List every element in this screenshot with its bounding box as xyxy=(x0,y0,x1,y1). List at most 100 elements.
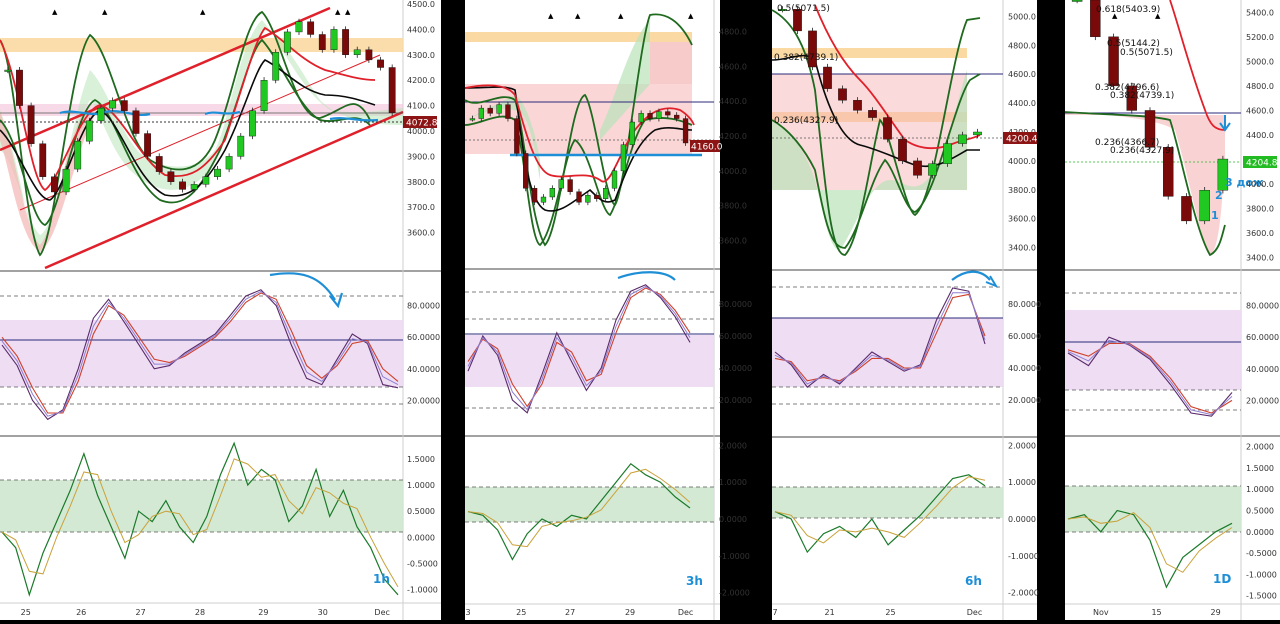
candle-body xyxy=(868,110,877,118)
candle-body xyxy=(307,21,315,35)
candle-body xyxy=(898,139,907,162)
stoch-zone xyxy=(465,335,714,387)
channel-upper xyxy=(0,6,331,152)
candle-body xyxy=(155,156,163,172)
envelope-lower xyxy=(1064,111,1226,257)
time-tick-label: 30 xyxy=(318,608,328,617)
stoch-axis: 80.0000 60.0000 40.0000 20.0000 xyxy=(407,302,440,406)
last-price-text: 4204.8 xyxy=(1246,159,1278,169)
candle-body xyxy=(16,69,23,106)
cloud-green xyxy=(600,20,650,140)
time-tick-label: 7 xyxy=(772,608,777,617)
time-tick-label: 25 xyxy=(516,608,526,617)
candle-body xyxy=(109,100,117,109)
osc-tick-label: -0.5000 xyxy=(407,559,438,568)
stoch-avg-line xyxy=(1,290,399,417)
price-tick-label: 5000.0 xyxy=(1246,57,1274,66)
timeframe-label: 1h xyxy=(373,572,390,586)
fib-label: 0.5(5071.5) xyxy=(777,4,830,14)
osc-tick-label: -2.0000 xyxy=(1008,589,1039,598)
osc-tick-label: -1.0000 xyxy=(1008,552,1039,561)
candle-body xyxy=(647,113,653,119)
stoch-tick-label: 40.0000 xyxy=(1008,364,1041,373)
candle-body xyxy=(1071,0,1083,2)
osc-tick-label: 1.0000 xyxy=(407,481,435,490)
candle-body xyxy=(1144,110,1156,148)
price-tick-label: 4600.0 xyxy=(1008,70,1036,79)
fib-label: 0.382(4796.6) xyxy=(1095,83,1159,93)
stoch-zone xyxy=(0,320,403,387)
candle-body xyxy=(823,66,832,89)
osc-zone xyxy=(1065,486,1241,532)
price-tick-label: 4400.0 xyxy=(1246,131,1274,140)
candle-body xyxy=(531,188,538,203)
candle-body xyxy=(318,34,326,50)
osc-tick-label: 0.5000 xyxy=(407,507,435,516)
price-tick-label: 4800.0 xyxy=(1246,82,1274,91)
osc-tick-label: 0.0000 xyxy=(407,533,435,542)
candle-body xyxy=(4,69,12,72)
price-tick-label: 3600.0 xyxy=(1008,215,1036,224)
price-tick-label: 4600.0 xyxy=(1246,106,1274,115)
time-tick-label: Dec xyxy=(967,608,982,617)
stoch-d-line xyxy=(1,292,399,414)
timeframe-label: 1D xyxy=(1213,572,1231,586)
candle-body xyxy=(638,113,644,123)
time-tick-label: 29 xyxy=(258,608,268,617)
annotation-arrow xyxy=(1219,115,1231,132)
candle-body xyxy=(214,168,221,177)
candle-body xyxy=(883,117,892,140)
price-tick-label: 4400.0 xyxy=(407,25,435,34)
candle-body xyxy=(1199,190,1210,222)
panel-1h: ▲ ▲ ▲ ▲ ▲ 4500.0 4400.0 4300.0 4200.0 4100.0… xyxy=(0,0,441,620)
envelope-lower xyxy=(0,38,371,226)
candle-body xyxy=(1108,36,1119,87)
time-tick-label: 26 xyxy=(76,608,86,617)
timeframe-label: 6h xyxy=(965,574,982,588)
time-tick-label: 28 xyxy=(195,608,205,617)
candle-body xyxy=(1217,158,1229,191)
time-tick-label: 3 xyxy=(465,608,470,617)
price-tick-label: 3800.0 xyxy=(407,178,435,187)
price-tick-label: 4200.0 xyxy=(719,132,747,141)
osc-tick-label: -0.5000 xyxy=(1246,549,1277,558)
wave-annotation: 2 xyxy=(1215,189,1223,202)
candle-body xyxy=(943,143,952,164)
osc-line xyxy=(467,462,691,561)
stoch-d-line xyxy=(774,293,986,382)
panel-6h: 0.5(5071.5) 0.382(4739.1) 0.236(4327.9) … xyxy=(771,0,1041,620)
osc-tick-label: 0.0000 xyxy=(1008,515,1036,524)
candle-body xyxy=(549,188,556,198)
candle-body xyxy=(388,67,396,113)
annotation-wave xyxy=(204,110,241,116)
price-tick-label: 4400.0 xyxy=(1008,99,1036,108)
stoch-tick-label: 20.0000 xyxy=(407,396,440,405)
candle-body xyxy=(620,144,627,172)
stoch-lines xyxy=(774,287,986,388)
candle-body xyxy=(523,153,529,189)
candle-body xyxy=(225,156,233,170)
candle-body xyxy=(1126,85,1137,111)
price-tick-label: 3400.0 xyxy=(1246,254,1274,263)
time-tick-label: 15 xyxy=(1151,608,1161,617)
candle-body xyxy=(973,131,982,136)
time-tick-label: Dec xyxy=(678,608,693,617)
osc-tick-label: -1.0000 xyxy=(407,586,438,595)
fib-label: 0.382(4739.1) xyxy=(1110,91,1174,101)
marker: ▲ xyxy=(52,8,58,16)
osc-signal-line xyxy=(1,458,399,588)
candle-body xyxy=(1163,147,1174,197)
price-tick-label: 5200.0 xyxy=(1246,33,1274,42)
candle-body xyxy=(778,9,787,11)
last-price-text: 4200.4 xyxy=(1006,135,1038,145)
candle-body xyxy=(202,176,210,185)
candle-body xyxy=(629,121,635,145)
candle-body xyxy=(179,181,186,190)
stoch-avg-line xyxy=(1067,339,1233,416)
price-tick-label: 4400.0 xyxy=(719,97,747,106)
candle-body xyxy=(540,196,547,203)
candle-body xyxy=(674,114,680,119)
stoch-avg-line xyxy=(467,285,691,411)
osc-lines xyxy=(1,441,399,597)
